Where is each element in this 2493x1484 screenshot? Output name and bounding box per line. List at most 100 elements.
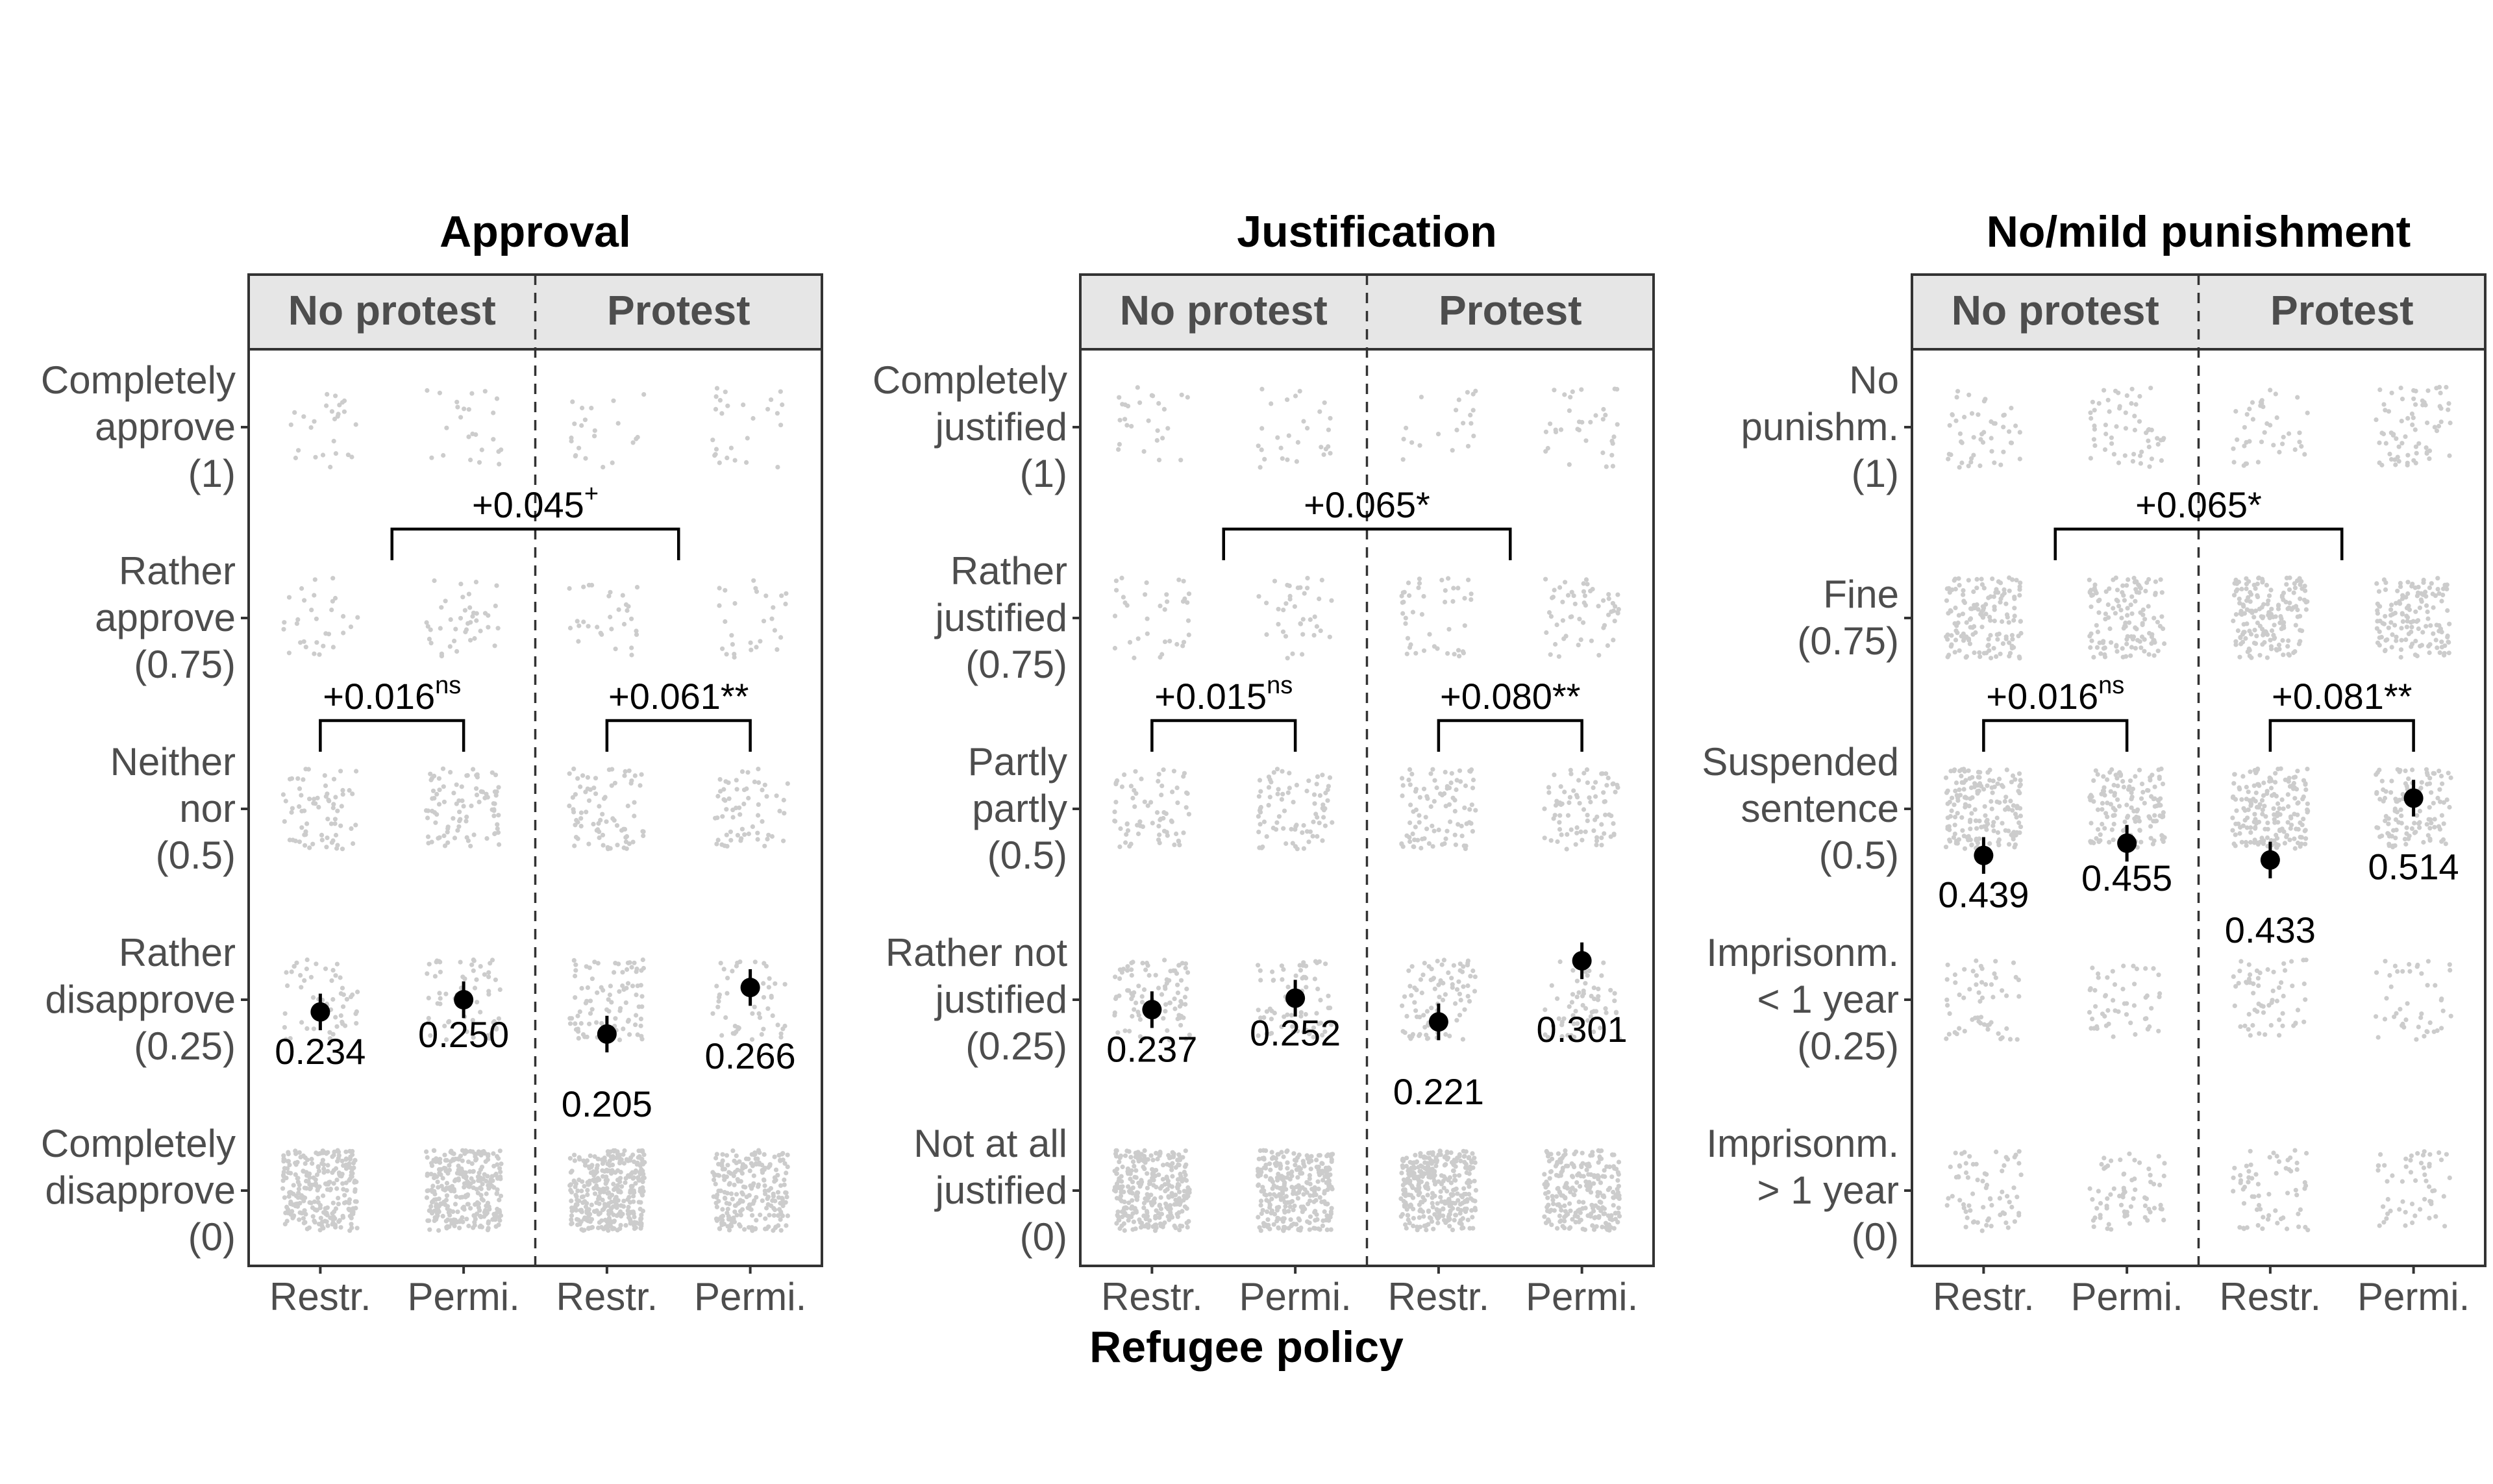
jitter-point (1588, 419, 1593, 425)
jitter-point (2103, 617, 2108, 622)
jitter-point (449, 1218, 454, 1223)
jitter-point (434, 1197, 439, 1202)
jitter-point (1436, 827, 1441, 832)
jitter-point (1463, 1165, 1468, 1170)
jitter-point (1598, 1200, 1604, 1205)
jitter-point (1570, 992, 1576, 997)
jitter-point (1139, 1000, 1145, 1005)
jitter-point (1611, 781, 1616, 786)
jitter-point (1468, 412, 1473, 418)
jitter-point (1944, 598, 1950, 603)
jitter-point (451, 1157, 456, 1162)
jitter-point (1972, 1015, 1978, 1020)
jitter-point (628, 1155, 634, 1160)
jitter-point (297, 1150, 302, 1155)
jitter-point (1275, 1175, 1280, 1180)
jitter-point (585, 1192, 590, 1197)
jitter-point (1311, 633, 1317, 638)
jitter-point (2016, 977, 2021, 982)
jitter-point (1421, 1171, 1427, 1176)
jitter-point (1142, 799, 1147, 804)
jitter-point (1615, 1170, 1620, 1175)
jitter-point (2115, 649, 2120, 654)
jitter-point (430, 808, 435, 813)
jitter-point (1976, 607, 1981, 612)
jitter-point (1557, 585, 1563, 590)
jitter-point (1320, 1033, 1325, 1038)
jitter-point (496, 1016, 502, 1021)
jitter-point (1125, 828, 1131, 833)
jitter-point (491, 813, 497, 819)
jitter-point (1948, 769, 1953, 774)
jitter-point (1572, 601, 1578, 606)
jitter-point (2124, 1001, 2129, 1006)
jitter-point (606, 997, 611, 1002)
jitter-point (1452, 1201, 1457, 1206)
jitter-point (621, 1026, 626, 1032)
jitter-point (1567, 1201, 1572, 1206)
jitter-point (1611, 1189, 1616, 1194)
jitter-point (321, 643, 326, 649)
jitter-point (2111, 806, 2116, 811)
jitter-point (1459, 1226, 1465, 1231)
jitter-point (1401, 599, 1406, 605)
jitter-point (1447, 1224, 1452, 1229)
jitter-point (724, 652, 729, 657)
jitter-point (1580, 1150, 1585, 1156)
jitter-point (772, 628, 777, 633)
jitter-point (1453, 1001, 1458, 1006)
jitter-point (1184, 805, 1189, 810)
jitter-point (2109, 435, 2114, 440)
jitter-point (579, 985, 584, 991)
jitter-point (2107, 409, 2112, 414)
jitter-point (1992, 784, 1997, 789)
jitter-point (2162, 835, 2167, 840)
jitter-point (347, 1228, 353, 1233)
jitter-point (443, 1166, 448, 1171)
jitter-point (473, 1202, 478, 1207)
jitter-point (1570, 968, 1576, 973)
jitter-point (1451, 963, 1456, 968)
jitter-point (1124, 832, 1129, 837)
jitter-point (494, 1191, 499, 1196)
jitter-point (1966, 636, 1971, 641)
jitter-point (1294, 459, 1299, 464)
y-tick-label: Completely disapprove (0) (41, 1122, 236, 1259)
jitter-point (1943, 845, 1949, 850)
jitter-point (1960, 828, 1965, 833)
jitter-point (340, 985, 345, 991)
jitter-point (1298, 585, 1303, 590)
jitter-point (578, 816, 584, 821)
jitter-point (1603, 1220, 1609, 1226)
jitter-point (1563, 1196, 1568, 1201)
jitter-point (1256, 830, 1261, 835)
jitter-point (715, 793, 721, 799)
jitter-point (2007, 650, 2013, 656)
jitter-point (732, 1024, 738, 1029)
jitter-point (484, 1191, 489, 1196)
jitter-point (1609, 1217, 1615, 1222)
jitter-point (497, 1209, 502, 1214)
jitter-point (1460, 1037, 1465, 1042)
jitter-point (2117, 770, 2122, 775)
jitter-point (1421, 1214, 1426, 1219)
jitter-point (782, 1161, 788, 1166)
jitter-point (1117, 417, 1122, 423)
facet-strip-label: No protest (1952, 287, 2159, 334)
jitter-point (314, 1172, 320, 1178)
significance-label: +0.065* (1304, 484, 1430, 525)
jitter-point (1974, 576, 1979, 582)
jitter-point (2098, 832, 2103, 837)
mean-value-label: 0.301 (1537, 1009, 1628, 1050)
jitter-point (1948, 452, 1953, 458)
jitter-point (1156, 772, 1161, 777)
jitter-point (2102, 447, 2108, 452)
jitter-point (724, 807, 729, 812)
jitter-point (1314, 624, 1319, 629)
jitter-point (1981, 1205, 1986, 1210)
mean-value-label: 0.252 (1250, 1013, 1341, 1054)
jitter-point (1955, 620, 1961, 626)
jitter-point (1452, 652, 1457, 657)
jitter-point (1998, 651, 2003, 656)
